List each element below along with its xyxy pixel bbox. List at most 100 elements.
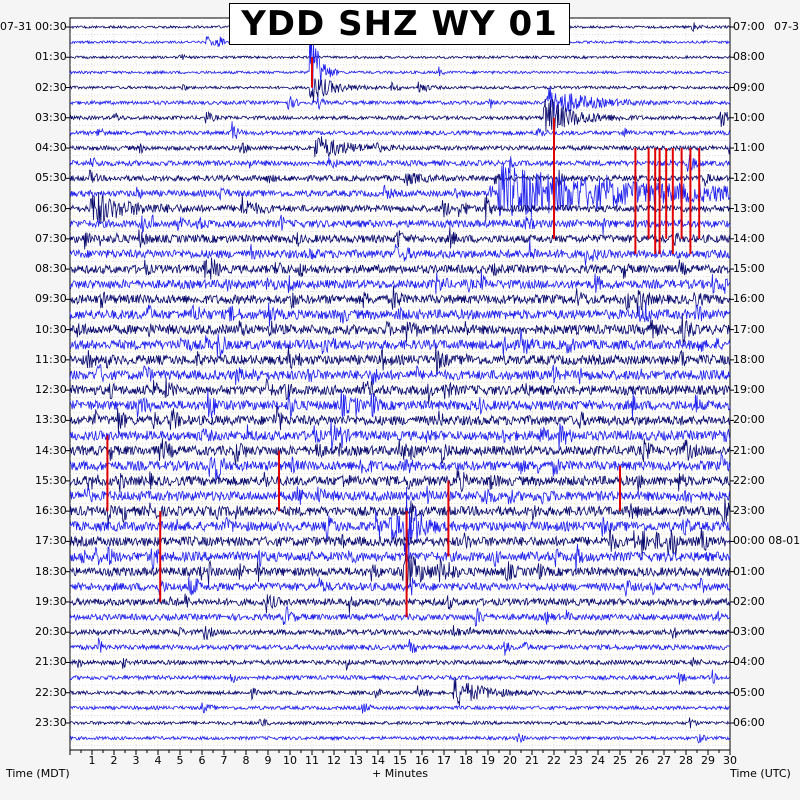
x-tick-label: 29 <box>701 754 715 767</box>
left-time-label: 10:30 <box>35 322 67 336</box>
right-time-label: 10:00 <box>733 110 765 124</box>
right-time-label: 13:00 <box>733 201 765 215</box>
trace-line <box>69 702 731 714</box>
right-time-label: 11:00 <box>733 141 765 155</box>
left-time-label: 13:30 <box>35 413 67 427</box>
station-title: YDD SHZ WY 01 <box>241 4 558 44</box>
trace-line <box>69 593 731 614</box>
right-time-label: 06:00 <box>733 715 765 729</box>
x-tick-label: 13 <box>349 754 363 767</box>
x-tick-label: 11 <box>305 754 319 767</box>
trace-line <box>69 192 731 225</box>
right-date-label: 07-31 <box>774 20 800 33</box>
left-time-label: 02:30 <box>35 80 67 94</box>
trace-line <box>69 257 731 280</box>
seismic-traces <box>69 20 731 744</box>
x-axis-title: + Minutes <box>372 767 429 780</box>
x-tick-label: 3 <box>133 754 140 767</box>
trace-line <box>69 388 731 419</box>
right-time-label: 16:00 <box>733 292 765 306</box>
x-tick-label: 27 <box>657 754 671 767</box>
x-tick-label: 26 <box>635 754 649 767</box>
right-time-label: 23:00 <box>733 504 765 518</box>
left-time-label: 01:30 <box>35 50 67 64</box>
x-tick-label: 8 <box>243 754 250 767</box>
x-tick-label: 7 <box>221 754 228 767</box>
trace-line <box>69 98 731 134</box>
right-time-label: 22:00 <box>733 473 765 487</box>
right-time-label: 02:00 <box>733 594 765 608</box>
x-tick-label: 4 <box>155 754 162 767</box>
right-time-label: 12:00 <box>733 171 765 185</box>
left-time-label: 11:30 <box>35 352 67 366</box>
left-time-label: 06:30 <box>35 201 67 215</box>
x-tick-label: 17 <box>437 754 451 767</box>
right-time-label: 00:00 08-01 <box>733 534 800 548</box>
trace-line <box>69 30 731 91</box>
station-title-box: YDD SHZ WY 01 <box>229 3 570 45</box>
gridlines <box>70 18 730 750</box>
trace-line <box>69 214 731 235</box>
left-time-label: 14:30 <box>35 443 67 457</box>
left-time-label: 04:30 <box>35 141 67 155</box>
x-tick-label: 21 <box>525 754 539 767</box>
trace-line <box>69 717 731 729</box>
trace-line <box>69 527 731 557</box>
x-tick-label: 28 <box>679 754 693 767</box>
trace-line <box>69 553 731 592</box>
left-time-label: 12:30 <box>35 383 67 397</box>
x-tick-label: 10 <box>283 754 297 767</box>
left-time-label: 07:30 <box>35 231 67 245</box>
x-tick-label: 12 <box>327 754 341 767</box>
x-tick-label: 14 <box>371 754 385 767</box>
trace-line <box>69 121 731 139</box>
left-time-label: 08:30 <box>35 262 67 276</box>
trace-line <box>69 733 731 744</box>
trace-line <box>69 543 731 573</box>
right-time-label: 05:00 <box>733 685 765 699</box>
trace-line <box>69 625 731 640</box>
x-tick-label: 1 <box>89 754 96 767</box>
trace-line <box>69 169 731 188</box>
right-time-label: 09:00 <box>733 80 765 94</box>
trace-line <box>69 657 731 671</box>
trace-line <box>69 404 731 434</box>
right-time-label: 01:00 <box>733 564 765 578</box>
x-tick-label: 6 <box>199 754 206 767</box>
trace-line <box>69 438 731 466</box>
right-time-label: 21:00 <box>733 443 765 457</box>
trace-line <box>69 154 731 172</box>
x-tick-label: 9 <box>265 754 272 767</box>
trace-line <box>69 164 731 218</box>
trace-line <box>69 486 731 561</box>
trace-line <box>69 364 731 386</box>
trace-line <box>69 53 731 60</box>
x-tick-label: 23 <box>569 754 583 767</box>
x-tick-label: 24 <box>591 754 605 767</box>
right-time-label: 17:00 <box>733 322 765 336</box>
left-time-label: 20:30 <box>35 625 67 639</box>
trace-line <box>69 328 731 358</box>
left-time-label: 19:30 <box>35 594 67 608</box>
x-axis: 1 2 3 4 5 6 7 8 9 10 11 12 13 14 15 16 17 18 19 20 21 22 23 24 2… <box>66 26 737 767</box>
x-tick-label: 16 <box>415 754 429 767</box>
trace-line <box>69 637 730 656</box>
trace-line <box>69 346 731 374</box>
left-time-label: 05:30 <box>35 171 67 185</box>
left-time-label: 00:30 <box>35 20 67 33</box>
trace-line <box>69 86 731 117</box>
x-tick-label: 18 <box>459 754 473 767</box>
trace-line <box>69 576 731 597</box>
trace-line <box>69 420 731 451</box>
trace-line <box>69 136 731 158</box>
right-time-label: 20:00 <box>733 413 765 427</box>
right-time-label: 14:00 <box>733 231 765 245</box>
left-time-label: 21:30 <box>35 655 67 669</box>
left-date-label: 07-31 <box>0 20 32 33</box>
left-axis-title: Time (MDT) <box>6 767 70 780</box>
trace-line <box>69 227 731 250</box>
trace-line <box>69 669 731 685</box>
left-time-label: 22:30 <box>35 685 67 699</box>
x-tick-label: 2 <box>111 754 118 767</box>
